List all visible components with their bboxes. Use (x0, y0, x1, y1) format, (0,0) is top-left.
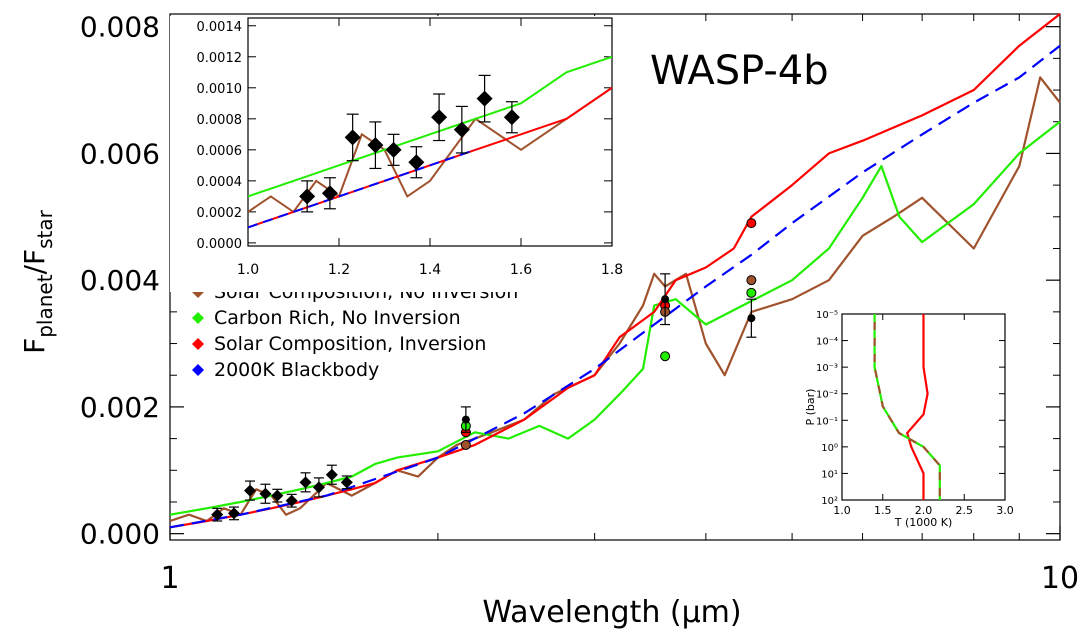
x-tick-label: 1 (160, 561, 179, 596)
series-line-1 (169, 120, 1061, 516)
band-model-point (746, 275, 757, 286)
band-model-point (746, 218, 757, 229)
data-point (661, 295, 670, 304)
data-point (747, 314, 756, 323)
y-tick-label: 0.002 (80, 391, 160, 424)
band-model-point (746, 287, 757, 298)
inset-pt-y-tick-label: 10² (821, 496, 838, 507)
inset-pt-y-label: P (bar) (804, 389, 817, 426)
inset-pt-y-tick-label: 10¹ (821, 469, 838, 480)
y-axis-label-part: star (33, 209, 57, 249)
inset-data-point (476, 90, 493, 107)
legend-label-3: 2000K Blackbody (214, 359, 379, 381)
inset-y-tick-label: 0.0012 (197, 51, 243, 66)
data-point (461, 415, 470, 424)
inset-pt-y-tick-label: 10⁻¹ (816, 416, 838, 427)
inset-x-tick-label: 1.6 (510, 262, 532, 278)
data-point (325, 468, 338, 481)
data-point (259, 487, 272, 500)
legend-label-1: Carbon Rich, No Inversion (214, 307, 461, 329)
band-model-point (460, 439, 471, 450)
inset-data-point (321, 185, 338, 202)
data-point (211, 508, 224, 521)
inset-data-point (453, 121, 470, 138)
inset-y-tick-label: 0.0006 (197, 144, 243, 159)
inset-y-tick-label: 0.0010 (197, 82, 243, 97)
y-tick-label: 0.006 (80, 137, 160, 170)
legend-label-2: Solar Composition, Inversion (214, 333, 486, 355)
inset-pt-x-label: T (1000 K) (894, 516, 953, 529)
series-line-3 (169, 44, 1061, 529)
inset-pt-x-tick-label: 1.5 (874, 504, 892, 517)
inset-series-line-3 (248, 148, 476, 229)
inset-x-tick-label: 1.0 (237, 262, 259, 278)
y-tick-label: 0.004 (80, 264, 160, 297)
inset-data-point (299, 188, 316, 205)
inset-pt-y-tick-label: 10⁻² (816, 390, 838, 401)
inset-x-tick-label: 1.2 (328, 262, 350, 278)
data-point (340, 476, 353, 489)
data-point (271, 489, 284, 502)
data-point (299, 476, 312, 489)
x-tick-label: 10 (1041, 561, 1079, 596)
inset-spectrum: 0.0000 0.0002 0.0004 0.0006 0.0008 0.0010 0.00… (170, 16, 624, 292)
y-axis-label-text: Fplanet/Fstar (18, 209, 57, 354)
inset-pt-line-overlay-1 (873, 314, 941, 500)
y-tick-label: 0.008 (80, 11, 160, 44)
y-axis-label: Fplanet/Fstar (18, 209, 57, 354)
legend-marker-1 (192, 312, 204, 324)
legend-marker-2 (192, 338, 204, 350)
inset-y-tick-label: 0.0014 (197, 20, 243, 35)
inset-data-point (344, 129, 361, 146)
main-plot: 0.000 0.002 0.004 0.006 0.008 1 10 (80, 11, 1079, 596)
chart-title: WASP-4b (650, 48, 829, 94)
data-point (244, 484, 257, 497)
data-point (227, 507, 240, 520)
inset-pt-y-tick-label: 10⁻⁵ (816, 310, 838, 321)
series-line-0 (169, 76, 1061, 523)
data-point (285, 494, 298, 507)
data-point (312, 481, 325, 494)
inset-pt-bg (806, 308, 1013, 528)
inset-x-tick-label: 1.8 (601, 262, 623, 278)
inset-x-tick-label: 1.4 (419, 262, 441, 278)
y-axis-label-part: /F (18, 249, 51, 275)
inset-pt-line-0 (905, 314, 929, 500)
inset-pt-y-tick-label: 10⁻⁴ (816, 337, 838, 348)
x-axis-label: Wavelength (μm) (482, 595, 741, 630)
inset-data-point (367, 137, 384, 154)
inset-data-point (385, 141, 402, 158)
inset-pt-x-tick-label: 2.5 (956, 504, 974, 517)
inset-pt-x-tick-label: 1.0 (833, 504, 851, 517)
inset-y-tick-label: 0.0004 (197, 175, 243, 190)
legend-marker-3 (192, 364, 204, 376)
inset-y-tick-label: 0.0002 (197, 206, 243, 221)
inset-y-tick-label: 0.0000 (197, 237, 243, 252)
inset-pt-y-tick-label: 10⁻³ (816, 363, 838, 374)
inset-data-point (431, 109, 448, 126)
inset-data-point (503, 109, 520, 126)
inset-pt-x-tick-label: 3.0 (996, 504, 1014, 517)
inset-pt-x-tick-label: 2.0 (915, 504, 933, 517)
band-model-point (660, 351, 671, 362)
inset-pt-y-tick-label: 10⁰ (821, 443, 838, 454)
y-axis-label-part: F (18, 338, 51, 354)
inset-y-tick-label: 0.0008 (197, 113, 243, 128)
inset-series-line-1 (248, 55, 612, 198)
inset-data-point (408, 154, 425, 171)
y-tick-label: 0.000 (80, 518, 160, 551)
y-axis-label-part: planet (33, 274, 57, 337)
